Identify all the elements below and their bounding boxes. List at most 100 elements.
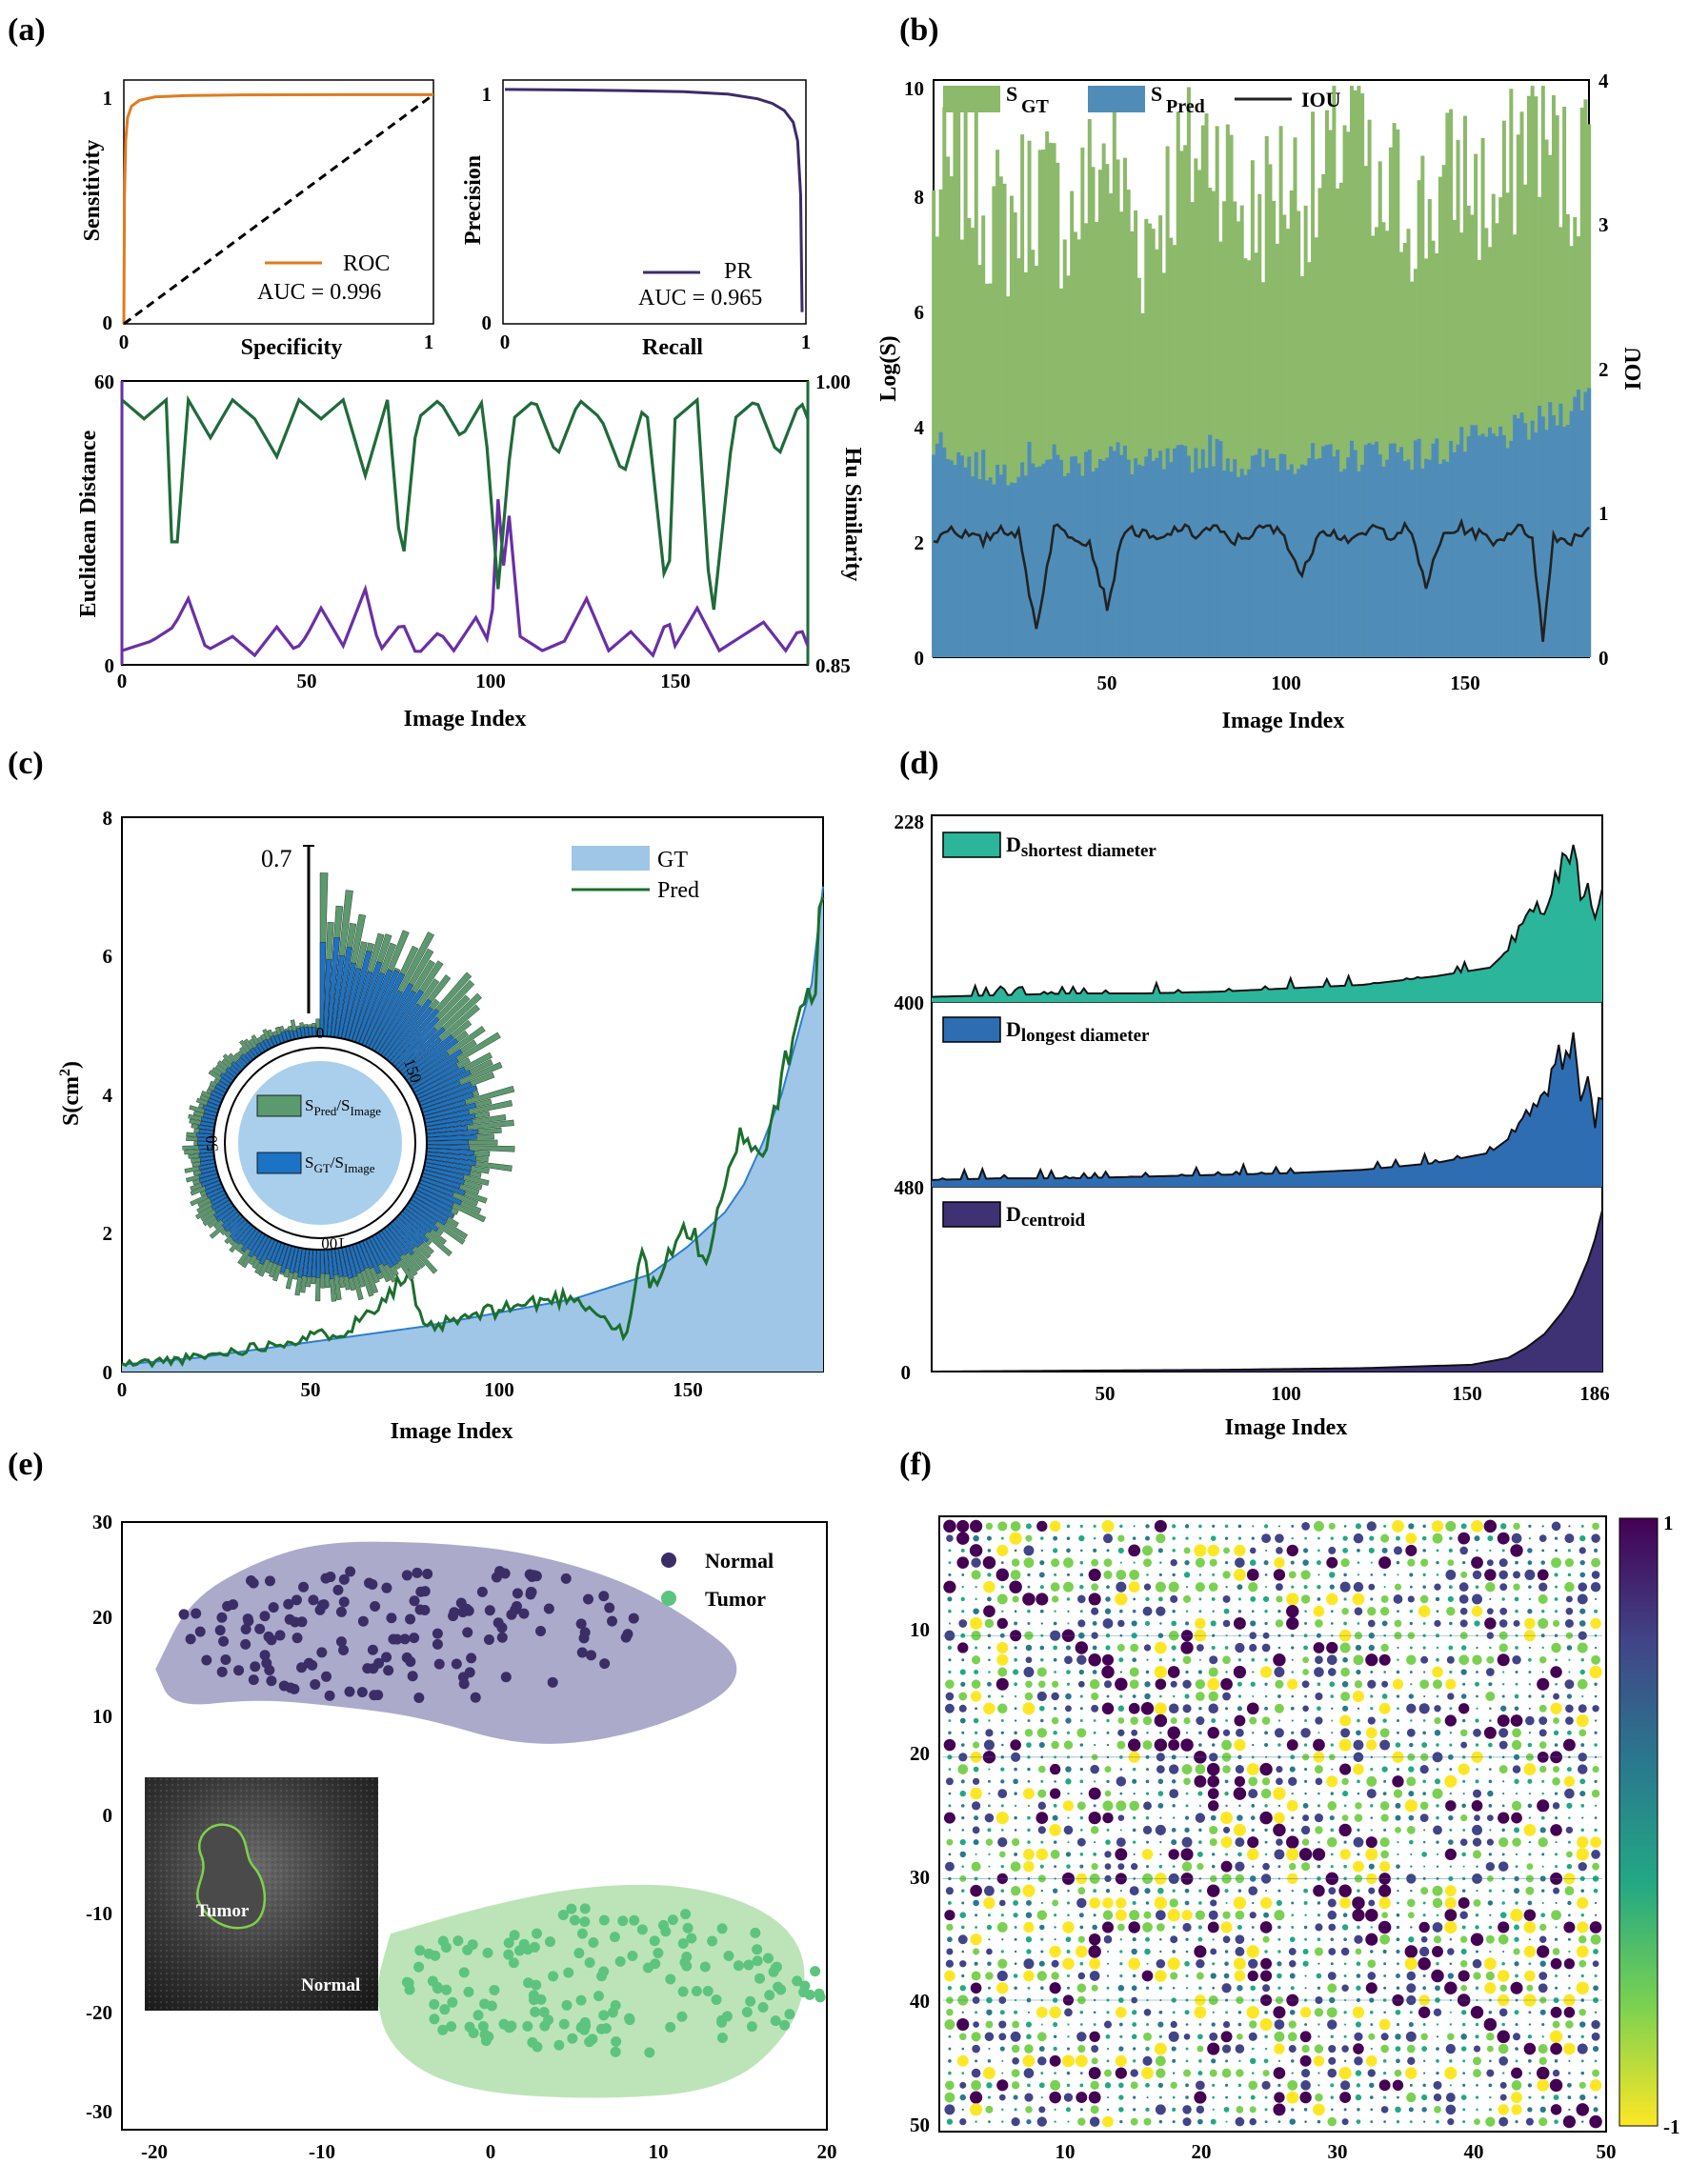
matrix-cell bbox=[1357, 1573, 1360, 1576]
matrix-cell bbox=[1475, 1585, 1479, 1590]
matrix-cell bbox=[1580, 1828, 1584, 1833]
tsne-point-normal bbox=[484, 1605, 495, 1616]
matrix-cell bbox=[1300, 1825, 1311, 1835]
matrix-cell bbox=[1445, 2104, 1457, 2115]
matrix-cell bbox=[1342, 1656, 1348, 1663]
matrix-cell bbox=[1237, 1658, 1242, 1662]
matrix-cell bbox=[1090, 2080, 1099, 2091]
tsne-point-tumor bbox=[779, 2019, 791, 2031]
tsne-point-tumor bbox=[489, 1984, 500, 1995]
matrix-cell bbox=[1475, 2022, 1479, 2027]
sgt-bar bbox=[1324, 110, 1329, 657]
matrix-cell bbox=[1436, 1646, 1439, 1650]
matrix-cell bbox=[1291, 1901, 1295, 1905]
matrix-cell bbox=[1093, 2011, 1096, 2014]
matrix-cell bbox=[1222, 1765, 1231, 1773]
matrix-cell bbox=[1357, 1779, 1360, 1784]
matrix-cell bbox=[1314, 1813, 1323, 1823]
matrix-cell bbox=[1564, 1618, 1574, 1628]
matrix-cell bbox=[1220, 2031, 1233, 2043]
matrix-cell bbox=[1341, 1680, 1349, 1688]
matrix-cell bbox=[1106, 2096, 1110, 2099]
matrix-cell bbox=[1555, 1682, 1558, 1686]
tsne-point-tumor bbox=[538, 2007, 550, 2018]
matrix-cell bbox=[1093, 1804, 1096, 1808]
matrix-cell bbox=[1538, 2056, 1547, 2066]
matrix-cell bbox=[1093, 1914, 1096, 1917]
tsne-point-normal bbox=[401, 1570, 412, 1581]
matrix-cell bbox=[1405, 2067, 1418, 2079]
polar-legend-pred-sub1: Pred bbox=[313, 1104, 336, 1118]
matrix-cell bbox=[1432, 1897, 1443, 1909]
matrix-cell bbox=[1259, 1921, 1273, 1934]
matrix-cell bbox=[1291, 1585, 1295, 1589]
tsne-point-tumor bbox=[429, 1998, 440, 2010]
matrix-cell bbox=[1079, 1853, 1084, 1856]
matrix-cell bbox=[1317, 1864, 1321, 1869]
panel-label-c: (c) bbox=[8, 746, 44, 781]
matrix-cell bbox=[1459, 1546, 1469, 1555]
matrix-cell bbox=[1397, 1658, 1399, 1661]
matrix-cell bbox=[1287, 2079, 1298, 2091]
matrix-cell bbox=[1541, 1792, 1544, 1795]
matrix-cell bbox=[996, 1617, 1008, 1630]
matrix-cell bbox=[1198, 2023, 1202, 2026]
matrix-cell bbox=[1080, 1792, 1083, 1795]
matrix-cell bbox=[1119, 1938, 1123, 1941]
matrix-cell bbox=[1106, 2059, 1110, 2063]
matrix-cell bbox=[1182, 2117, 1192, 2127]
matrix-cell bbox=[1462, 2072, 1466, 2074]
matrix-cell bbox=[1353, 1654, 1364, 1666]
matrix-cell bbox=[1077, 1887, 1086, 1895]
matrix-cell bbox=[1564, 1533, 1575, 1544]
matrix-cell bbox=[1370, 2108, 1374, 2112]
tsne-point-tumor bbox=[677, 1986, 689, 1997]
d-legend-longest-sub: longest diameter bbox=[1021, 1026, 1150, 1046]
matrix-cell bbox=[1527, 1560, 1533, 1566]
matrix-cell bbox=[1470, 2006, 1484, 2019]
matrix-cell bbox=[1172, 1950, 1176, 1954]
roc-chart: 0 1 0 1 Specificity Sensitivity ROC AUC … bbox=[80, 79, 434, 360]
polar-angle-0: 0 bbox=[316, 1024, 325, 1042]
matrix-cell bbox=[1459, 1838, 1468, 1846]
matrix-cell bbox=[971, 1801, 981, 1811]
matrix-cell bbox=[1406, 2044, 1416, 2054]
matrix-cell bbox=[985, 2020, 994, 2029]
matrix-cell bbox=[1392, 1775, 1404, 1788]
matrix-cell bbox=[1330, 1694, 1335, 1698]
tsne-ytick-m20: -20 bbox=[86, 2001, 112, 2024]
sgt-bar bbox=[1176, 111, 1180, 657]
tsne-point-normal bbox=[292, 1633, 303, 1644]
matrix-cell bbox=[1185, 2059, 1189, 2063]
matrix-cell bbox=[1119, 1768, 1123, 1771]
matrix-cell bbox=[1277, 1610, 1281, 1613]
matrix-cell bbox=[1472, 1837, 1482, 1847]
matrix-cell bbox=[1444, 1909, 1458, 1922]
spred-bar bbox=[1066, 472, 1071, 657]
matrix-cell bbox=[1524, 1569, 1536, 1580]
matrix-cell bbox=[1436, 2071, 1439, 2075]
matrix-cell bbox=[1594, 1719, 1598, 1722]
tsne-point-tumor bbox=[617, 1915, 629, 1927]
matrix-cell bbox=[1594, 1609, 1599, 1613]
matrix-cell bbox=[1553, 1717, 1559, 1724]
matrix-cell bbox=[1052, 1814, 1058, 1821]
matrix-cell bbox=[1366, 1739, 1377, 1751]
matrix-cell bbox=[1541, 1779, 1545, 1783]
matrix-cell bbox=[1352, 1593, 1365, 1606]
spred-bar bbox=[1095, 468, 1099, 657]
diameter-marks bbox=[931, 844, 1603, 1373]
matrix-cell bbox=[1594, 1646, 1598, 1650]
matrix-cell bbox=[1568, 1671, 1571, 1673]
matrix-cell bbox=[1116, 1776, 1127, 1787]
matrix-cell bbox=[1527, 1778, 1533, 1784]
matrix-cell bbox=[1106, 1950, 1110, 1953]
matrix-cell bbox=[1317, 1549, 1320, 1553]
matrix-cell bbox=[1140, 1702, 1155, 1715]
matrix-cell bbox=[1538, 2117, 1548, 2127]
matrix-cell bbox=[1142, 1545, 1153, 1556]
matrix-cell bbox=[1341, 1924, 1349, 1931]
matrix-cell bbox=[945, 1887, 954, 1895]
matrix-cell bbox=[1436, 1962, 1439, 1966]
sgt-bar bbox=[977, 265, 982, 657]
